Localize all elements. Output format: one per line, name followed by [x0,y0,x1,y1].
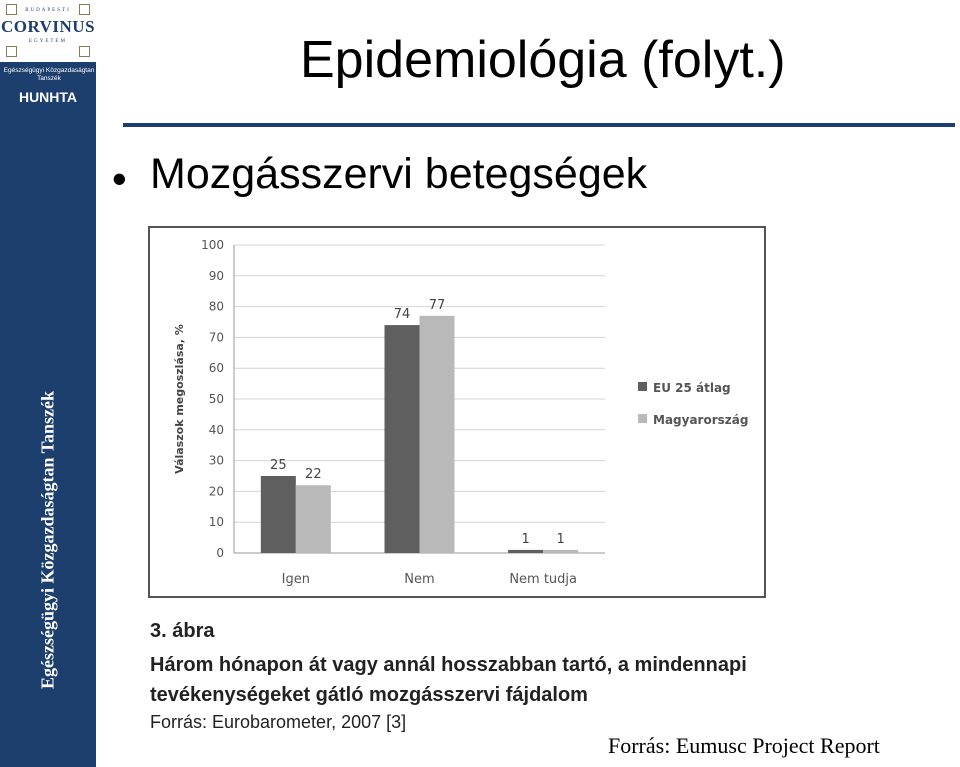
x-tick-label: Nem tudja [509,572,577,587]
y-tick-label: 60 [209,361,224,375]
ornament-icon [79,4,90,15]
bar-1-0 [384,325,420,553]
slide-source: Forrás: Eumusc Project Report [608,733,880,758]
figure-source: Forrás: Eurobarometer, 2007 [3] [150,712,407,732]
logo-sub-text: EGYETEM [29,39,67,44]
logo-name: CORVINUS [0,17,96,36]
figure-caption: Három hónapon át vagy annál hosszabban t… [150,654,747,706]
y-tick-label: 0 [216,546,224,560]
data-label: 74 [394,307,411,322]
logo-dept-text: Egészségügyi Közgazdaságtan Tanszék [3,67,95,82]
figure-number: 3. ábra [150,620,215,642]
slide-title: Epidemiológia (folyt.) [300,31,786,89]
bullet-icon: • [112,155,127,202]
y-tick-label: 10 [209,515,224,529]
bar-0-1 [295,485,331,553]
sidebar-vertical-label: Egészségügyi Közgazdaságtan Tanszék [37,390,58,690]
bullet-text: Mozgásszervi betegségek [150,150,648,198]
sidebar: BUDAPESTI CORVINUS EGYETEM Egészségügyi … [0,0,96,767]
legend-entry: EU 25 átlag [653,381,731,395]
ornament-icon [6,4,17,15]
bar-2-0 [508,549,544,553]
hunhta-label: HUNHTA [18,89,78,105]
title-divider [123,123,955,127]
ornament-icon [79,46,90,57]
y-tick-label: 50 [209,392,224,406]
y-tick-label: 80 [209,300,224,314]
legend-swatch [638,382,647,391]
logo-top-text: BUDAPESTI [25,8,71,13]
y-tick-label: 70 [209,330,224,344]
data-label: 77 [429,298,446,313]
legend-entry: Magyarország [653,413,748,427]
data-label: 1 [557,532,565,547]
y-tick-label: 100 [201,238,224,252]
data-label: 25 [270,458,287,473]
x-tick-label: Nem [404,572,434,587]
chart-frame: 0 10 20 30 40 50 60 70 80 90 100 Válaszok megoszlás… [148,226,766,598]
logo-band: Egészségügyi Közgazdaságtan Tanszék HUNH… [0,62,96,108]
y-tick-label: 90 [209,269,224,283]
x-tick-label: Igen [282,572,310,587]
bar-2-1 [543,549,579,553]
corvinus-logo: BUDAPESTI CORVINUS EGYETEM Egészségügyi … [0,0,96,108]
legend-swatch [638,414,647,423]
data-label: 22 [305,467,322,482]
ornament-icon [6,46,17,57]
y-tick-label: 30 [209,454,224,468]
bar-chart: 0 10 20 30 40 50 60 70 80 90 100 Válaszok megoszlás… [173,238,748,587]
logo-header: BUDAPESTI CORVINUS EGYETEM [0,0,96,62]
data-label: 1 [522,532,530,547]
y-tick-label: 20 [209,484,224,498]
y-axis-label: Válaszok megoszlása, % [173,324,186,474]
bar-1-1 [419,315,455,553]
bar-0-0 [260,476,296,553]
y-tick-label: 40 [209,423,224,437]
